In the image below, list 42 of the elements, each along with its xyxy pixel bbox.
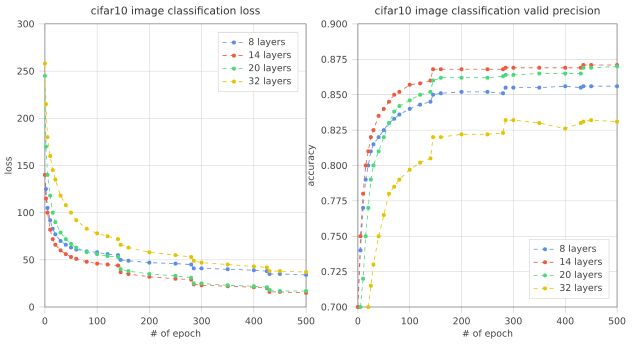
legend-label: 14 layers	[560, 258, 602, 267]
legend-label: 32 layers	[249, 77, 291, 86]
x-tick-label: 0	[356, 317, 360, 324]
y-tick-label: 250	[17, 68, 34, 75]
chart-title: cifar10 image classification loss	[91, 6, 260, 17]
x-tick-label: 400	[245, 317, 262, 324]
legend-label: 20 layers	[249, 64, 291, 74]
x-tick-label: 300	[505, 317, 522, 324]
x-tick-label: 0	[42, 317, 48, 324]
y-tick-label: 0.850	[322, 91, 347, 98]
y-tick-label: 0.900	[322, 20, 347, 28]
x-tick-label: 200	[141, 317, 158, 324]
legend-label: 14 layers	[249, 51, 291, 60]
y-tick-label: 0.750	[322, 232, 347, 240]
x-tick-label: 100	[402, 317, 418, 324]
x-axis-title: # of epoch	[462, 330, 512, 339]
y-tick-label: 0.775	[322, 197, 347, 204]
y-tick-label: 50	[23, 256, 34, 264]
y-tick-label: 200	[17, 114, 34, 122]
x-tick-label: 300	[193, 317, 210, 324]
x-tick-label: 500	[298, 317, 314, 324]
y-tick-label: 0.875	[322, 56, 347, 63]
y-axis-title: loss	[4, 156, 12, 174]
y-tick-label: 0.725	[322, 268, 347, 276]
x-tick-label: 400	[556, 317, 574, 324]
y-tick-label: 0.700	[322, 304, 347, 311]
y-tick-label: 100	[18, 209, 34, 216]
x-tick-label: 200	[453, 317, 470, 324]
chart-title: cifar10 image classification valid precision	[375, 6, 600, 17]
y-tick-label: 0	[29, 304, 34, 311]
y-axis-title: accuracy	[308, 144, 316, 186]
y-tick-label: 150	[18, 162, 34, 170]
legend-label: 8 layers	[248, 38, 285, 48]
y-tick-label: 300	[17, 20, 34, 28]
y-tick-label: 0.825	[322, 126, 347, 134]
x-tick-label: 100	[89, 317, 106, 324]
legend-label: 32 layers	[560, 284, 602, 293]
x-tick-label: 500	[608, 317, 626, 324]
x-axis-title: # of epoch	[150, 330, 200, 339]
legend-label: 8 layers	[560, 244, 596, 254]
legend-label: 20 layers	[560, 270, 602, 280]
y-tick-label: 0.800	[322, 162, 347, 170]
